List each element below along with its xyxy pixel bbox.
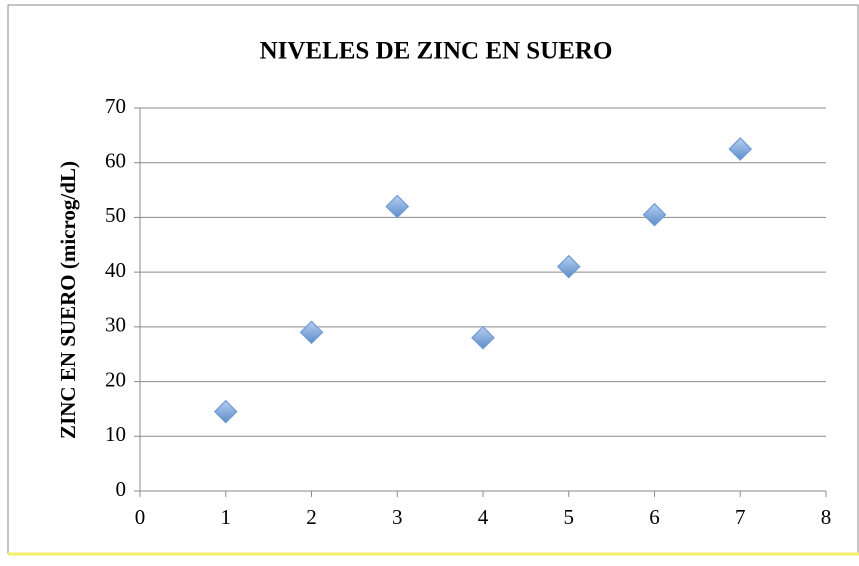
data-point xyxy=(299,320,324,345)
data-point xyxy=(642,202,667,227)
data-point xyxy=(213,399,238,424)
x-tick-label: 0 xyxy=(135,505,146,529)
data-point xyxy=(556,254,581,279)
y-tick-label: 0 xyxy=(116,477,127,501)
x-tick-label: 2 xyxy=(306,505,317,529)
chart-frame xyxy=(7,4,859,554)
x-tick-label: 6 xyxy=(649,505,660,529)
y-tick-label: 70 xyxy=(105,94,126,118)
y-tick-label: 30 xyxy=(105,313,126,337)
data-point xyxy=(728,137,753,161)
y-tick-label: 40 xyxy=(105,258,126,282)
x-tick-label: 4 xyxy=(478,505,489,529)
x-tick-label: 5 xyxy=(564,505,575,529)
x-tick-label: 8 xyxy=(821,505,832,529)
data-point xyxy=(385,194,410,219)
y-tick-label: 50 xyxy=(105,203,126,227)
x-tick-label: 3 xyxy=(392,505,403,529)
y-tick-label: 20 xyxy=(105,367,126,391)
x-tick-label: 7 xyxy=(735,505,746,529)
data-point xyxy=(471,325,495,350)
x-tick-label: 1 xyxy=(221,505,232,529)
y-tick-label: 10 xyxy=(105,422,126,446)
y-tick-label: 60 xyxy=(105,149,126,173)
chart-title: NIVELES DE ZINC EN SUERO xyxy=(260,38,613,65)
y-axis-label: ZINC EN SUERO (microg/dL) xyxy=(56,161,80,439)
